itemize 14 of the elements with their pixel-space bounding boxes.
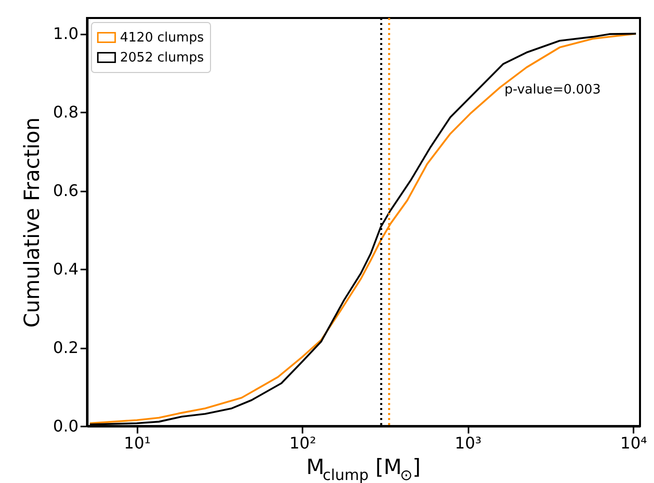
y-axis-title: Cumulative Fraction (20, 117, 44, 328)
legend-label: 2052 clumps (120, 50, 204, 66)
y-tick-label: 0.0 (53, 416, 78, 436)
y-tick-label: 1.0 (53, 24, 78, 44)
x-tick-label: 10⁴ (620, 434, 648, 452)
y-tick-label: 0.2 (53, 338, 78, 358)
x-tick-label: 10² (289, 434, 316, 452)
x-tick-label: 10¹ (124, 434, 151, 452)
x-tick-label: 10³ (454, 434, 482, 452)
legend-label: 4120 clumps (120, 30, 204, 46)
annotation: p-value=0.003 (504, 82, 601, 98)
y-tick-label: 0.6 (53, 181, 78, 200)
y-tick-label: 0.8 (53, 102, 78, 122)
y-tick-label: 0.4 (53, 260, 78, 279)
